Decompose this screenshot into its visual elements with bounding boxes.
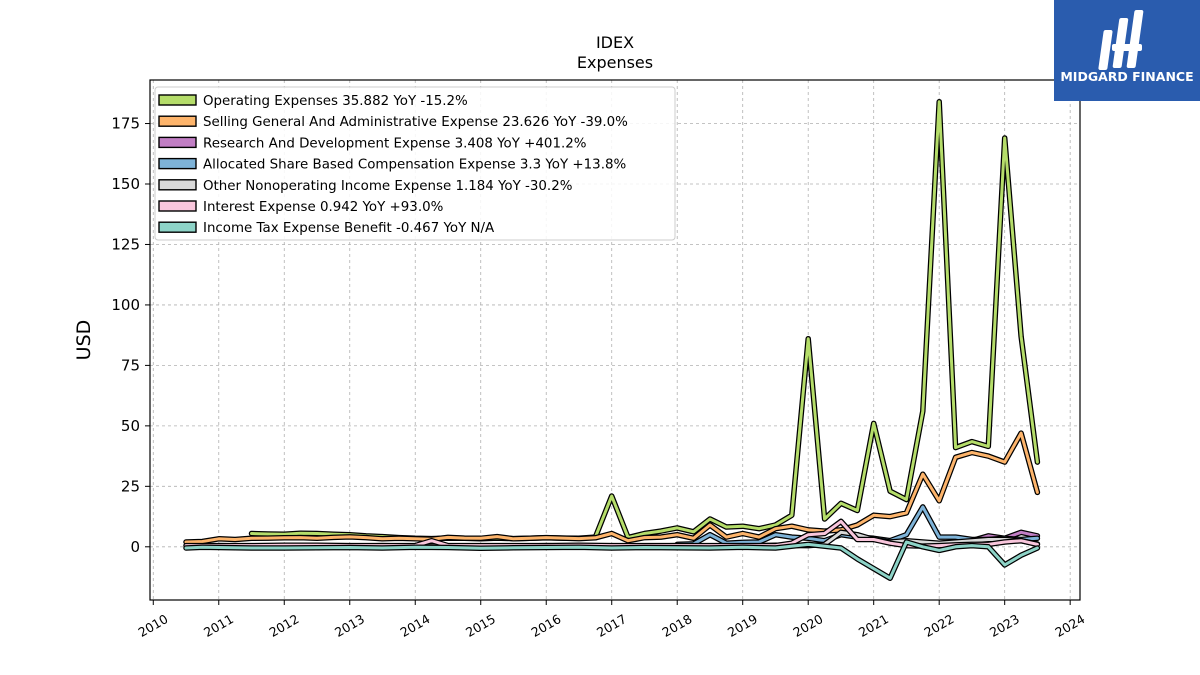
legend-swatch [158,115,197,127]
legend-item: Other Nonoperating Income Expense 1.184 … [158,179,572,194]
series-line [184,540,1039,580]
legend-swatch [158,157,197,170]
legend-item: Selling General And Administrative Expen… [158,115,628,130]
legend-label: Other Nonoperating Income Expense 1.184 … [203,179,572,194]
legend-swatch [158,136,197,149]
midgard-finance-logo: MIDGARD FINANCE [1054,0,1200,101]
y-tick-label: 50 [121,417,140,435]
legend-item: Research And Development Expense 3.408 Y… [158,136,586,151]
y-axis-label: USD [73,320,95,361]
legend-label: Interest Expense 0.942 YoY +93.0% [203,200,443,215]
legend-item: Interest Expense 0.942 YoY +93.0% [158,200,443,215]
series-income-tax-expense-benefit [183,539,1041,581]
y-tick-label: 175 [111,115,140,133]
legend-item: Operating Expenses 35.882 YoY -15.2% [158,94,468,109]
legend-label: Allocated Share Based Compensation Expen… [203,158,626,173]
y-tick-label: 125 [111,235,140,253]
legend-item: Income Tax Expense Benefit -0.467 YoY N/… [158,221,495,236]
series-lines [183,99,1041,581]
y-tick-label: 25 [121,477,140,495]
series-line [184,431,1039,544]
legend: Operating Expenses 35.882 YoY -15.2% Sell… [154,86,676,241]
chart-title: IDEX [596,33,634,52]
y-tick-label: 100 [111,296,140,314]
legend-swatch [158,179,197,191]
series-selling-general-and-administrative-expense [183,430,1041,545]
legend-label: Operating Expenses 35.882 YoY -15.2% [203,94,468,109]
plot-frame [149,79,1081,601]
y-tick-label: 150 [111,175,140,193]
legend-swatch [158,200,197,212]
y-tick-label: 75 [121,356,140,374]
logo-text: MIDGARD FINANCE [1060,69,1193,84]
legend-label: Research And Development Expense 3.408 Y… [203,136,586,151]
legend-label: Income Tax Expense Benefit -0.467 YoY N/… [203,221,495,236]
legend-label: Selling General And Administrative Expen… [203,115,628,130]
logo-mark-icon [1098,10,1144,70]
y-tick-label: 0 [130,538,140,556]
legend-swatch [158,94,197,106]
legend-item: Allocated Share Based Compensation Expen… [158,157,626,173]
legend-box [154,86,676,241]
legend-swatch [158,221,197,233]
chart-subtitle: Expenses [577,53,653,72]
